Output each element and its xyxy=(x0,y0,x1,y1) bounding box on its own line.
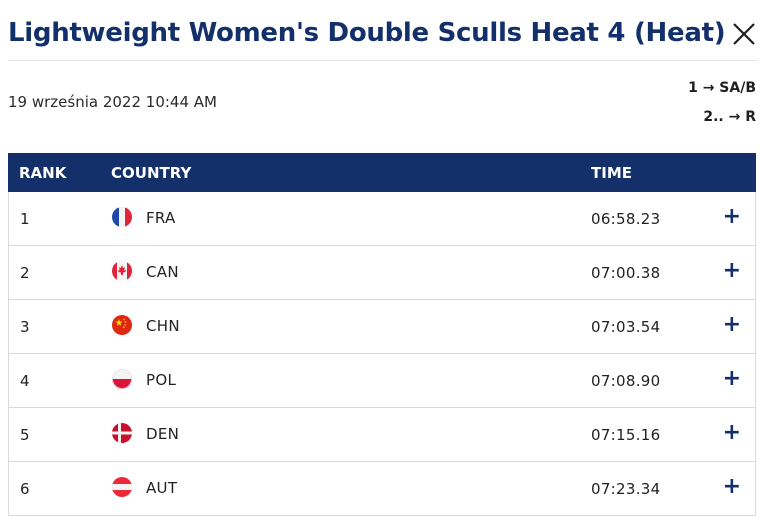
at-flag-icon xyxy=(112,477,132,497)
rank-value: 4 xyxy=(20,372,30,390)
time-value: 07:15.16 xyxy=(591,426,661,444)
progression-rule: 2.. → R xyxy=(703,109,756,125)
time-value: 07:08.90 xyxy=(591,372,661,390)
expand-row-button[interactable]: + xyxy=(722,474,741,499)
close-icon xyxy=(733,23,755,45)
expand-row-button[interactable]: + xyxy=(722,204,741,229)
table-row[interactable]: 4 POL 07:08.90 + xyxy=(8,354,756,408)
rank-value: 1 xyxy=(20,210,30,228)
ca-flag-icon xyxy=(112,261,132,281)
table-row[interactable]: 3 CHN 07:03.54 + xyxy=(8,300,756,354)
time-value: 07:23.34 xyxy=(591,480,661,498)
rank-value: 2 xyxy=(20,264,30,282)
close-button[interactable] xyxy=(730,20,758,48)
modal-header: Lightweight Women's Double Sculls Heat 4… xyxy=(8,16,758,61)
cn-flag-icon xyxy=(112,315,132,335)
expand-row-button[interactable]: + xyxy=(722,312,741,337)
column-header-time: TIME xyxy=(591,164,632,182)
pl-flag-icon xyxy=(112,369,132,389)
table-row[interactable]: 1 FRA 06:58.23 + xyxy=(8,192,756,246)
race-title: Lightweight Women's Double Sculls Heat 4… xyxy=(8,18,726,48)
column-header-rank: RANK xyxy=(19,164,67,182)
country-code: FRA xyxy=(146,209,176,227)
results-table: RANK COUNTRY TIME 1 FRA 06:58.23 + 2 xyxy=(8,153,756,516)
rank-value: 3 xyxy=(20,318,30,336)
expand-row-button[interactable]: + xyxy=(722,366,741,391)
country-code: CAN xyxy=(146,263,179,281)
country-code: AUT xyxy=(146,479,178,497)
country-code: DEN xyxy=(146,425,180,443)
race-date: 19 września 2022 10:44 AM xyxy=(8,93,217,111)
table-header: RANK COUNTRY TIME xyxy=(8,153,756,192)
expand-row-button[interactable]: + xyxy=(722,420,741,445)
column-header-country: COUNTRY xyxy=(111,164,192,182)
progression-rule: 1 → SA/B xyxy=(688,80,756,96)
expand-row-button[interactable]: + xyxy=(722,258,741,283)
time-value: 07:03.54 xyxy=(591,318,661,336)
table-row[interactable]: 5 DEN 07:15.16 + xyxy=(8,408,756,462)
country-code: POL xyxy=(146,371,177,389)
time-value: 07:00.38 xyxy=(591,264,661,282)
table-row[interactable]: 2 CAN 07:00.38 + xyxy=(8,246,756,300)
dk-flag-icon xyxy=(112,423,132,443)
time-value: 06:58.23 xyxy=(591,210,661,228)
rank-value: 5 xyxy=(20,426,30,444)
country-code: CHN xyxy=(146,317,180,335)
fr-flag-icon xyxy=(112,207,132,227)
rank-value: 6 xyxy=(20,480,30,498)
table-row[interactable]: 6 AUT 07:23.34 + xyxy=(8,462,756,516)
progression-legend: 1 → SA/B 2.. → R xyxy=(688,78,756,136)
